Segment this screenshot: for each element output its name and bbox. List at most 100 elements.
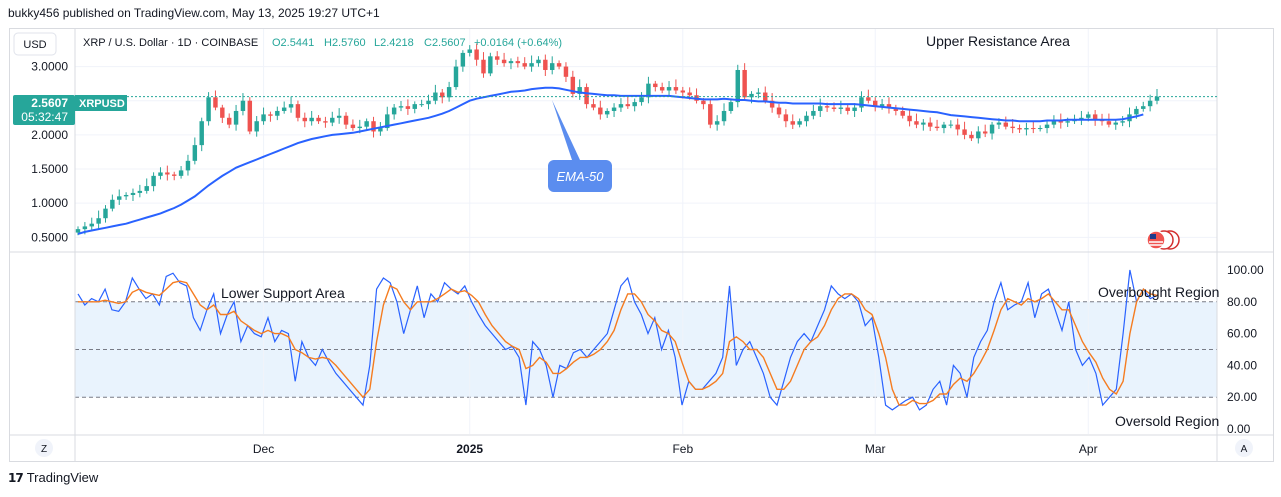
candle-body bbox=[680, 90, 686, 93]
candle-body bbox=[220, 107, 225, 118]
candle-body bbox=[226, 117, 232, 125]
currency-button-box[interactable] bbox=[13, 32, 57, 56]
candle-body bbox=[866, 97, 871, 101]
candle-body bbox=[89, 223, 94, 227]
candle-body bbox=[900, 110, 905, 116]
publisher-line: bukky456 published on TradingView.com, M… bbox=[8, 6, 380, 20]
candle-body bbox=[1141, 106, 1146, 109]
candle-body bbox=[893, 107, 899, 111]
candle-body bbox=[598, 107, 603, 115]
candle-body bbox=[749, 93, 754, 98]
candle-body bbox=[103, 208, 108, 219]
candle-body bbox=[261, 114, 266, 122]
candle-body bbox=[254, 121, 259, 132]
candle-body bbox=[948, 124, 954, 126]
candle-body bbox=[117, 196, 122, 200]
candle-body bbox=[495, 56, 500, 60]
a-button[interactable]: A bbox=[1235, 439, 1253, 457]
us-flag-icon[interactable] bbox=[1146, 230, 1180, 250]
legend-open: O2.5441 bbox=[272, 37, 314, 49]
candle-body bbox=[268, 114, 273, 116]
candle-body bbox=[811, 110, 816, 116]
legend-low: L2.4218 bbox=[374, 37, 414, 49]
candle-body bbox=[1024, 128, 1029, 130]
ema-callout-pointer bbox=[552, 100, 580, 160]
candle-body bbox=[330, 117, 335, 123]
candle-body bbox=[398, 106, 404, 108]
candle-body bbox=[852, 107, 857, 111]
candle-body bbox=[921, 122, 926, 125]
z-button[interactable]: Z bbox=[35, 439, 53, 457]
symbol-tag-box bbox=[75, 95, 127, 111]
oscillator-tick-label: 0.00 bbox=[1227, 422, 1251, 436]
price-tick-label: 0.5000 bbox=[31, 230, 68, 244]
currency-button[interactable]: USD bbox=[13, 32, 57, 56]
overbought-label: Overbought Region bbox=[1098, 284, 1219, 300]
candle-body bbox=[714, 121, 720, 125]
candle-body bbox=[110, 199, 115, 209]
candle-body bbox=[982, 131, 988, 134]
candle-body bbox=[144, 186, 149, 191]
candle-body bbox=[1092, 114, 1098, 120]
ema-callout-box bbox=[548, 160, 612, 192]
candle-body bbox=[783, 114, 789, 122]
candle-body bbox=[385, 114, 390, 129]
candle-body bbox=[185, 160, 191, 171]
price-tick-label: 1.0000 bbox=[31, 196, 68, 210]
candle-body bbox=[1113, 122, 1118, 125]
candle-body bbox=[728, 102, 734, 111]
candle-body bbox=[378, 128, 383, 132]
candle-body bbox=[371, 121, 376, 132]
candle-body bbox=[708, 104, 713, 125]
candle-body bbox=[213, 97, 218, 108]
candle-body bbox=[543, 59, 548, 70]
oscillator-tick-label: 80.00 bbox=[1227, 295, 1257, 309]
price-grid bbox=[75, 66, 1217, 238]
z-button-bg[interactable] bbox=[35, 439, 53, 457]
oscillator-tick-label: 40.00 bbox=[1227, 358, 1257, 372]
candle-body bbox=[659, 87, 665, 91]
candle-body bbox=[570, 76, 576, 94]
oscillator-axis: 100.00 80.00 60.00 40.00 20.00 0.00 bbox=[1227, 263, 1264, 436]
legend-close: C2.5607 bbox=[424, 37, 466, 49]
candle-body bbox=[295, 104, 301, 118]
candle-body bbox=[501, 59, 507, 64]
candle-body bbox=[405, 106, 411, 109]
candle-body bbox=[316, 117, 321, 122]
candle-body bbox=[158, 172, 163, 176]
candle-body bbox=[1154, 96, 1160, 101]
candle-body bbox=[859, 97, 864, 108]
candle-body bbox=[426, 100, 431, 105]
a-button-label: A bbox=[1241, 444, 1248, 455]
oscillator-tick-label: 20.00 bbox=[1227, 390, 1257, 404]
candle-body bbox=[625, 104, 631, 107]
footer-brand: TradingView bbox=[26, 470, 99, 485]
candle-body bbox=[336, 115, 342, 118]
candle-body bbox=[845, 107, 850, 111]
candle-body bbox=[1017, 128, 1022, 130]
candle-body bbox=[446, 87, 452, 98]
candle-body bbox=[1037, 128, 1043, 130]
candle-body bbox=[804, 115, 809, 122]
stochastic-d-line bbox=[78, 280, 1158, 406]
candle-body bbox=[687, 92, 692, 96]
candle-body bbox=[955, 124, 960, 130]
time-tick-label: Mar bbox=[865, 442, 886, 456]
candle-body bbox=[460, 52, 466, 67]
candle-body bbox=[364, 121, 369, 127]
candle-body bbox=[1010, 126, 1015, 129]
a-button-bg[interactable] bbox=[1235, 439, 1253, 457]
time-tick-label: Feb bbox=[672, 442, 693, 456]
candle-body bbox=[481, 59, 486, 74]
price-tag: 2.5607 05:32:47 XRPUSD bbox=[13, 95, 127, 125]
tradingview-logo-icon: 17 bbox=[8, 470, 24, 485]
candle-body bbox=[907, 115, 912, 122]
currency-label: USD bbox=[23, 39, 46, 51]
candle-body bbox=[1051, 121, 1057, 125]
candle-body bbox=[556, 63, 562, 67]
z-button-label: Z bbox=[41, 444, 47, 455]
candle-body bbox=[776, 107, 782, 115]
candle-body bbox=[453, 66, 459, 88]
candle-body bbox=[206, 97, 211, 122]
